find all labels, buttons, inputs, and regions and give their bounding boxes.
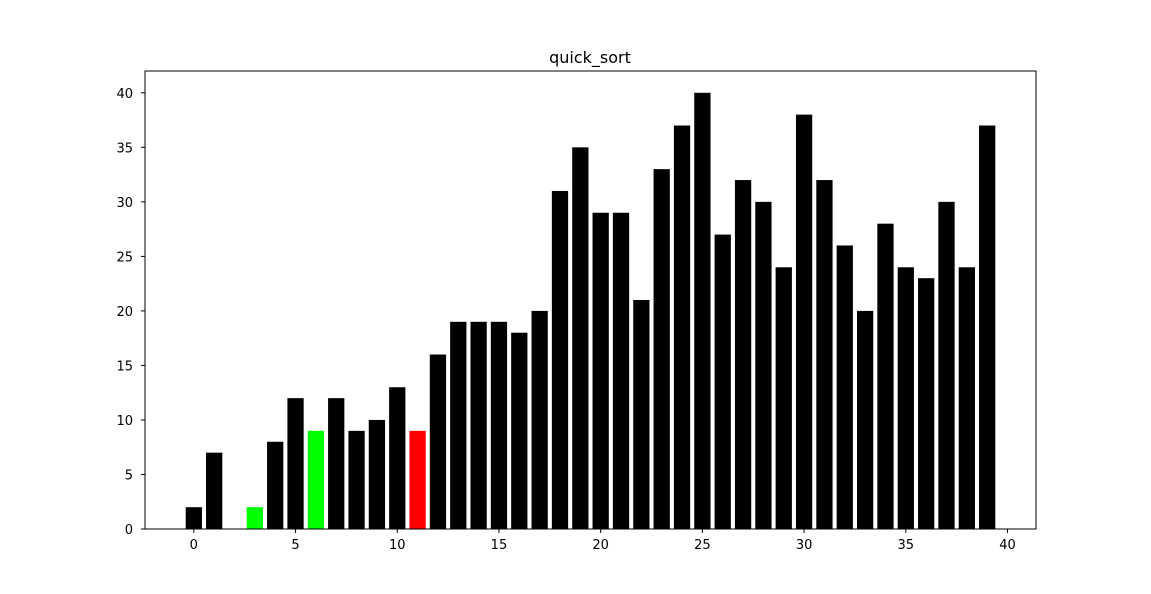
x-tick-label: 20 [592,538,609,553]
x-tick-label: 15 [491,538,508,553]
bar-23 [653,169,670,529]
bar-29 [775,267,792,529]
y-axis-ticks: 0 5 10 15 20 25 30 35 40 [116,87,145,538]
bar-15 [490,321,508,529]
x-tick-label: 5 [291,538,299,553]
y-tick-label: 30 [116,196,133,211]
y-tick-label: 5 [125,468,133,483]
bar-12 [429,354,447,529]
bar-19 [572,147,589,530]
y-tick-label: 0 [125,523,133,538]
y-tick-label: 25 [116,250,133,265]
bar-24 [673,125,691,530]
bar-6 [307,430,325,529]
bar-3 [246,507,263,529]
bar-20 [592,212,609,529]
bar-8 [348,430,365,529]
y-tick-label: 10 [116,414,133,429]
bar-0 [185,507,202,529]
bar-13 [450,321,467,529]
x-tick-label: 25 [694,538,711,553]
bar-17 [531,310,548,529]
bar-22 [633,300,650,529]
x-tick-label: 0 [190,538,198,553]
x-tick-label: 30 [796,538,813,553]
bar-32 [836,245,853,529]
x-tick-label: 10 [389,538,406,553]
bar-28 [755,201,772,529]
bar-31 [816,180,833,530]
bar-16 [511,332,528,529]
bar-25 [694,92,711,530]
bar-14 [470,321,487,529]
bar-33 [856,310,874,529]
bars-group [185,92,996,530]
chart-title: quick_sort [549,48,631,68]
bar-11 [409,430,426,529]
bar-38 [958,267,975,529]
bar-37 [938,201,955,529]
y-tick-label: 40 [116,87,133,102]
y-tick-label: 15 [116,359,133,374]
bar-7 [328,398,345,529]
y-tick-label: 35 [116,141,133,156]
bar-34 [877,223,894,529]
bar-9 [368,419,386,529]
bar-1 [206,452,223,529]
y-tick-label: 20 [116,305,133,320]
bar-5 [287,398,304,529]
bar-35 [897,267,914,529]
bar-18 [551,190,569,529]
bar-30 [795,114,813,529]
x-tick-label: 40 [999,538,1016,553]
bar-27 [734,180,752,530]
axes-frame [144,70,1037,530]
bar-4 [267,441,284,529]
bar-21 [612,212,630,529]
bar-39 [979,125,996,530]
x-tick-label: 35 [898,538,915,553]
bar-26 [714,234,731,530]
bar-10 [389,387,406,529]
x-axis-ticks: 0 5 10 15 20 25 30 35 40 [190,529,1016,553]
bar-36 [918,278,935,529]
